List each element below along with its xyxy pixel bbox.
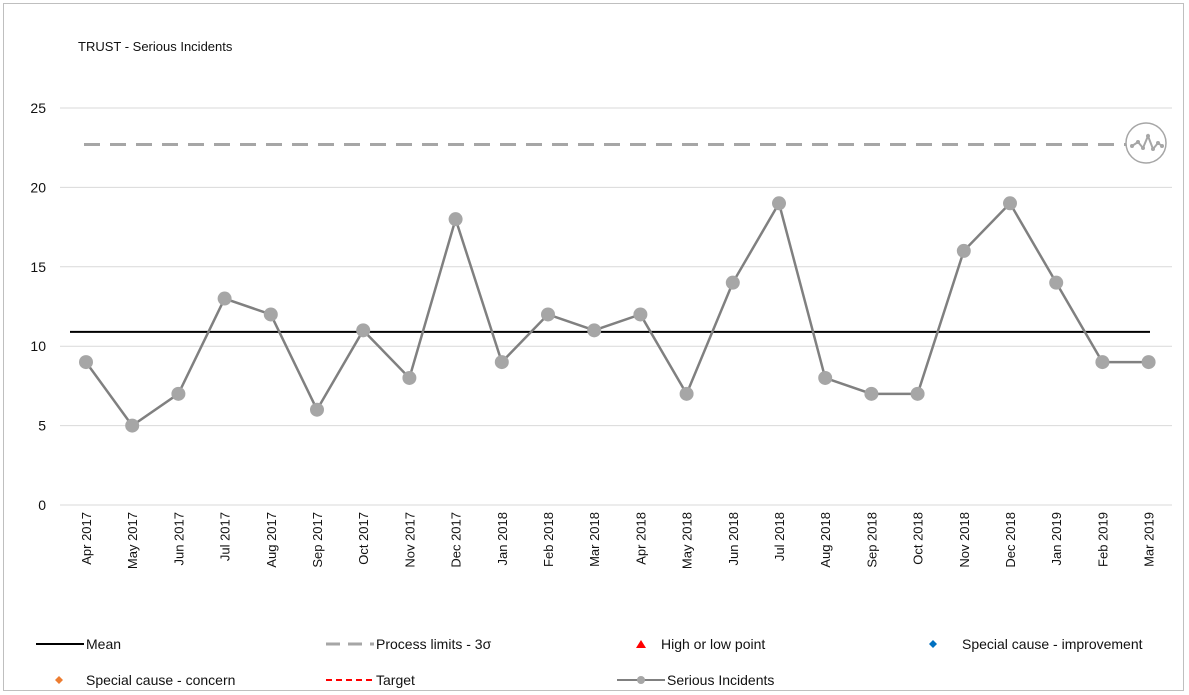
data-point [356,323,371,338]
x-tick-label: Oct 2018 [911,512,926,565]
legend-serious-incidents-label: Serious Incidents [667,672,775,688]
chart-frame [3,3,1184,691]
x-tick-label: Dec 2018 [1003,512,1018,568]
data-point [448,212,463,227]
legend-high-low: High or low point [635,636,765,652]
y-tick-label: 15 [30,259,46,275]
x-tick-label: May 2017 [125,512,140,569]
x-tick-label: Jun 2018 [726,512,741,566]
data-point [910,386,925,401]
data-point [633,307,648,322]
legend-special-concern-label: Special cause - concern [86,672,236,688]
x-tick-label: Feb 2018 [541,512,556,567]
data-point [310,402,324,417]
x-tick-label: Aug 2018 [818,512,833,568]
triangle-icon [636,640,646,648]
data-point [263,307,278,322]
solid-line-icon [36,643,84,645]
x-tick-label: Jan 2019 [1049,512,1064,566]
legend-special-concern: Special cause - concern [50,672,235,688]
x-tick-label: Aug 2017 [264,512,279,568]
x-tick-label: Oct 2017 [356,512,371,565]
data-point [217,291,232,306]
series-line [84,200,1149,428]
data-point [402,370,417,385]
chart-title: TRUST - Serious Incidents [78,39,233,54]
legend-mean: Mean [36,636,121,652]
data-point [171,386,186,401]
legend-special-improvement-label: Special cause - improvement [962,636,1143,652]
x-tick-label: Nov 2017 [402,512,417,568]
line-marker-icon [617,676,665,684]
legend-special-improvement: Special cause - improvement [924,636,1143,652]
x-tick-label: May 2018 [680,512,695,569]
legend-process-limits: Process limits - 3σ [326,636,491,652]
x-tick-label: Sep 2018 [864,512,879,568]
dashed-line-icon [326,679,374,681]
data-point [679,386,694,401]
legend-mean-label: Mean [86,636,122,652]
data-point [818,370,833,385]
dashed-line-icon [326,642,374,646]
y-tick-label: 0 [38,497,46,513]
data-point [587,323,602,338]
x-tick-label: Jul 2018 [772,512,787,561]
x-tick-label: Apr 2017 [79,512,94,565]
data-point [956,243,971,258]
legend-process-limits-label: Process limits - 3σ [376,636,492,652]
data-point [125,418,140,433]
data-point [1049,275,1064,290]
y-tick-label: 20 [30,179,46,195]
y-tick-label: 25 [30,100,46,116]
x-tick-label: Feb 2019 [1095,512,1110,567]
x-tick-label: Jan 2018 [495,512,510,566]
diamond-icon [929,640,937,648]
diamond-icon [55,676,63,684]
legend-high-low-label: High or low point [661,636,766,652]
data-point [494,355,509,370]
y-tick-label: 5 [38,418,46,434]
x-tick-label: Jul 2017 [218,512,233,561]
legend-serious-incidents: Serious Incidents [617,672,774,688]
y-tick-label: 10 [30,338,46,354]
legend-target: Target [326,672,415,688]
data-point [1003,196,1017,211]
data-point [541,307,555,322]
data-point [864,386,879,401]
x-tick-label: Nov 2018 [957,512,972,568]
x-tick-label: Apr 2018 [633,512,648,565]
x-tick-label: Mar 2018 [587,512,602,567]
x-tick-label: Sep 2017 [310,512,325,568]
data-point [79,355,93,370]
data-point [725,275,740,290]
data-point [1141,355,1156,370]
data-point [772,196,786,211]
legend-target-label: Target [376,672,415,688]
x-tick-label: Jun 2017 [171,512,186,566]
data-point [1095,355,1110,370]
common-cause-variation-icon [1125,122,1167,164]
x-tick-label: Dec 2017 [449,512,464,568]
x-tick-label: Mar 2019 [1142,512,1157,567]
